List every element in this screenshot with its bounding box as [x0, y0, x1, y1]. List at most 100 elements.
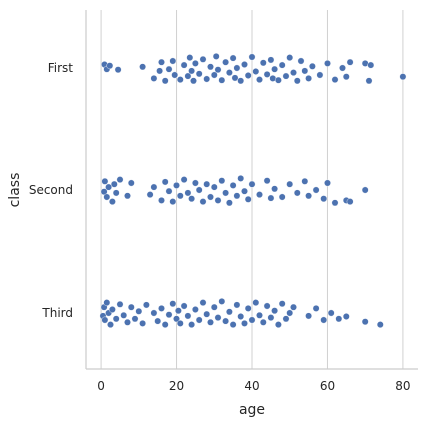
data-point: [120, 311, 128, 319]
data-point: [237, 77, 245, 85]
data-point: [225, 69, 233, 77]
data-point: [184, 312, 192, 320]
data-point: [203, 180, 211, 188]
gridlines: [100, 10, 404, 369]
x-tick-label: 60: [320, 379, 335, 393]
data-point: [274, 76, 282, 84]
data-point: [305, 75, 312, 82]
data-point: [252, 299, 260, 306]
data-point: [101, 316, 109, 324]
data-point: [308, 62, 316, 70]
data-point: [169, 198, 177, 206]
data-point: [186, 54, 194, 61]
data-point: [169, 57, 177, 65]
data-point: [290, 303, 297, 311]
data-point: [225, 199, 233, 207]
data-point: [139, 63, 147, 71]
data-point: [210, 303, 218, 311]
data-point: [106, 62, 114, 70]
data-point: [184, 189, 192, 197]
data-points: [99, 53, 407, 328]
data-point: [109, 306, 116, 313]
data-point: [331, 76, 339, 84]
data-point: [191, 60, 199, 67]
data-point: [150, 183, 158, 191]
data-point: [203, 75, 211, 83]
data-point: [237, 313, 245, 320]
data-point: [237, 174, 245, 182]
data-point: [271, 307, 278, 315]
data-point: [342, 313, 350, 320]
data-point: [248, 180, 256, 188]
data-point: [248, 316, 256, 324]
data-point: [244, 304, 252, 312]
data-point: [218, 177, 226, 185]
data-point: [161, 178, 169, 186]
data-point: [361, 186, 369, 194]
data-point: [116, 176, 124, 184]
data-point: [278, 61, 286, 69]
data-point: [158, 304, 165, 312]
data-point: [233, 192, 241, 200]
data-point: [241, 187, 248, 195]
data-point: [180, 176, 188, 184]
data-point: [293, 189, 301, 197]
data-point: [150, 309, 158, 317]
data-point: [176, 192, 184, 200]
data-point: [267, 194, 275, 202]
data-point: [259, 59, 267, 67]
x-tick-label: 20: [169, 379, 184, 393]
x-tick-label: 80: [395, 379, 410, 393]
data-point: [214, 196, 222, 204]
data-point: [135, 307, 143, 315]
data-point: [244, 195, 252, 203]
data-point: [105, 183, 113, 191]
data-point: [222, 58, 230, 66]
data-point: [346, 198, 354, 206]
data-point: [241, 61, 248, 68]
data-point: [233, 301, 241, 309]
data-point: [286, 180, 294, 188]
data-point: [188, 195, 196, 203]
data-point: [158, 58, 165, 66]
data-point: [184, 72, 192, 80]
data-point: [199, 55, 207, 63]
y-tick-labels: First Second Third: [29, 61, 73, 320]
data-point: [150, 75, 158, 82]
data-point: [165, 65, 173, 73]
data-point: [282, 72, 290, 80]
x-tick-label: 0: [97, 379, 105, 393]
data-point: [365, 77, 373, 85]
data-point: [256, 76, 263, 84]
data-point: [339, 64, 346, 72]
data-point: [274, 321, 282, 328]
data-point: [195, 70, 203, 78]
data-point: [207, 63, 214, 71]
data-point: [124, 318, 131, 326]
data-point: [286, 54, 294, 61]
data-point: [188, 321, 196, 328]
y-axis-label: class: [7, 173, 23, 208]
data-point: [124, 192, 131, 200]
data-point: [248, 53, 256, 61]
data-point: [109, 198, 116, 206]
data-point: [142, 301, 150, 309]
data-point: [229, 181, 237, 189]
data-point: [127, 179, 135, 187]
data-point: [199, 299, 207, 306]
data-point: [244, 72, 252, 79]
data-point: [286, 309, 294, 317]
data-point: [214, 314, 222, 321]
data-point: [256, 191, 263, 199]
data-point: [103, 193, 111, 201]
data-point: [320, 195, 328, 203]
data-point: [312, 186, 320, 194]
data-point: [263, 177, 271, 185]
data-point: [320, 316, 328, 324]
data-point: [241, 319, 248, 327]
data-point: [161, 77, 169, 85]
data-point: [139, 319, 147, 327]
data-point: [297, 57, 305, 65]
data-point: [171, 71, 179, 79]
